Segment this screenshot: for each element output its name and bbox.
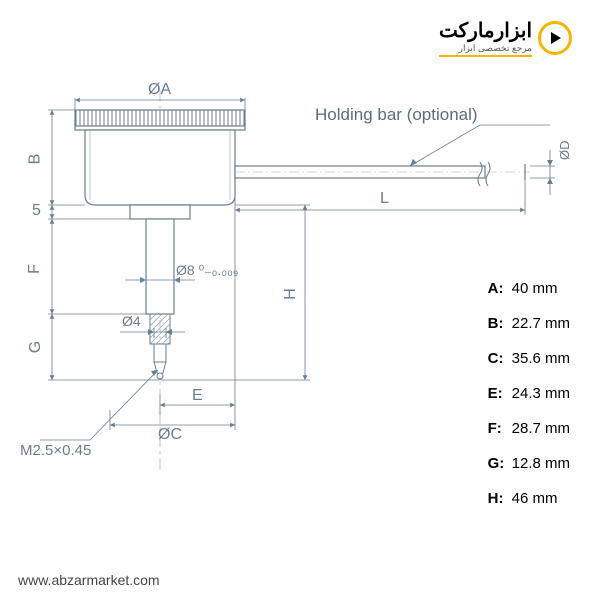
label-b: B: [26, 154, 44, 165]
label-dia-a: ØA: [148, 81, 171, 99]
spec-row: B:22.7 mm: [488, 315, 570, 332]
label-dia4: Ø4: [122, 313, 141, 329]
label-e: E: [192, 387, 203, 405]
spec-row: A:40 mm: [488, 280, 570, 297]
label-f: F: [26, 264, 44, 274]
label-dia-c: ØC: [158, 426, 182, 444]
label-g: G: [27, 341, 45, 353]
label-holding-bar: Holding bar (optional): [315, 105, 478, 125]
logo-main-text: ابزارمارکت: [439, 18, 532, 43]
label-dia-d: ØD: [557, 141, 572, 161]
spec-row: F:28.7 mm: [488, 420, 570, 437]
spec-row: C:35.6 mm: [488, 350, 570, 367]
footer-url: www.abzarmarket.com: [18, 572, 160, 588]
dimension-spec-list: A:40 mm B:22.7 mm C:35.6 mm E:24.3 mm F:…: [488, 280, 570, 525]
label-5: 5: [32, 202, 41, 220]
brand-logo: ابزارمارکت مرجع تخصصی ابزار: [439, 18, 572, 57]
spec-row: E:24.3 mm: [488, 385, 570, 402]
label-thread: M2.5×0.45: [20, 442, 91, 459]
label-h: H: [282, 288, 300, 300]
label-l: L: [380, 190, 389, 208]
spec-row: G:12.8 mm: [488, 455, 570, 472]
label-dia8: Ø8 ⁰₋₀.₀₀₉: [176, 262, 238, 279]
spec-row: H:46 mm: [488, 490, 570, 507]
logo-sub-text: مرجع تخصصی ابزار: [439, 43, 532, 57]
logo-icon: [538, 21, 572, 55]
